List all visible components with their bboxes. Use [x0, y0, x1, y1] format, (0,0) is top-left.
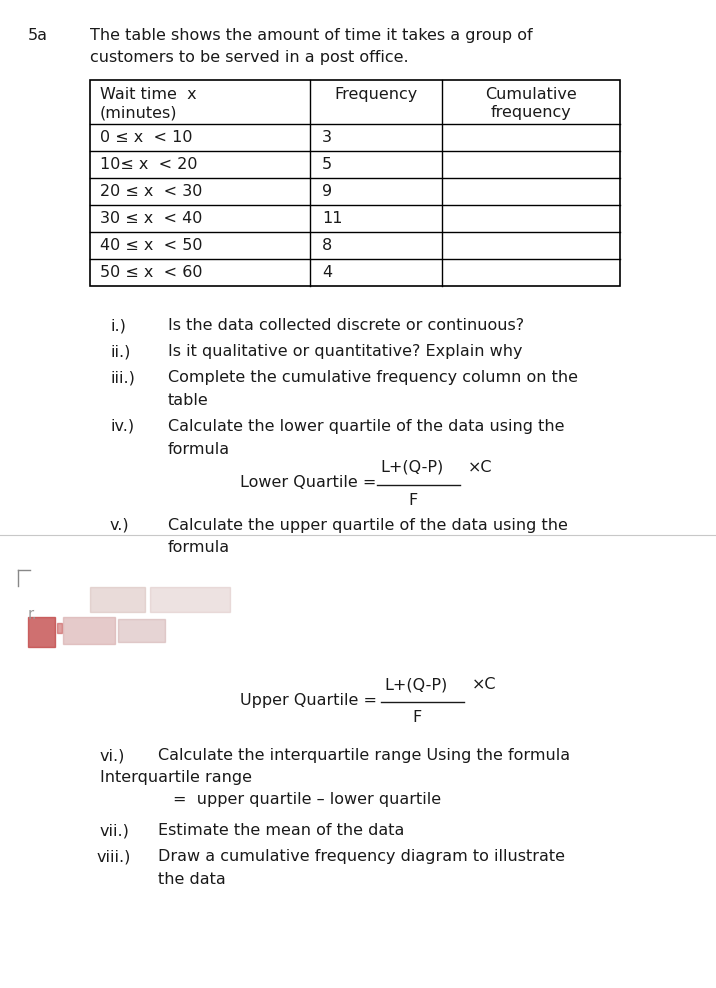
Text: F: F	[412, 710, 421, 725]
Text: The table shows the amount of time it takes a group of: The table shows the amount of time it ta…	[90, 28, 533, 43]
Text: =  upper quartile – lower quartile: = upper quartile – lower quartile	[173, 792, 441, 807]
Text: vi.): vi.)	[100, 748, 125, 763]
Text: ×C: ×C	[468, 459, 493, 474]
Text: L+(Q-P): L+(Q-P)	[380, 459, 443, 474]
Text: F: F	[408, 493, 417, 508]
Text: 4: 4	[322, 265, 332, 280]
Text: Draw a cumulative frequency diagram to illustrate: Draw a cumulative frequency diagram to i…	[158, 850, 565, 864]
Text: ×C: ×C	[472, 677, 496, 692]
Text: 3: 3	[322, 130, 332, 145]
Text: v.): v.)	[110, 518, 130, 533]
Text: Lower Quartile =: Lower Quartile =	[240, 475, 382, 490]
Text: Calculate the upper quartile of the data using the: Calculate the upper quartile of the data…	[168, 518, 568, 533]
Text: (minutes): (minutes)	[100, 105, 178, 120]
Text: 9: 9	[322, 184, 332, 199]
Bar	[28, 617, 55, 647]
Bar	[90, 587, 145, 612]
Text: 20 ≤ x  < 30: 20 ≤ x < 30	[100, 184, 203, 199]
Text: Calculate the interquartile range Using the formula: Calculate the interquartile range Using …	[158, 748, 570, 763]
Text: 11: 11	[322, 211, 342, 226]
Text: ii.): ii.)	[110, 344, 130, 359]
Text: Wait time  x: Wait time x	[100, 87, 197, 102]
Text: customers to be served in a post office.: customers to be served in a post office.	[90, 50, 409, 65]
Text: Upper Quartile =: Upper Quartile =	[240, 693, 382, 707]
Text: formula: formula	[168, 540, 230, 555]
Bar	[63, 617, 115, 644]
Bar	[57, 623, 62, 633]
Text: Interquartile range: Interquartile range	[100, 770, 252, 785]
Text: Frequency: Frequency	[334, 87, 418, 102]
Text: 5: 5	[322, 157, 332, 172]
Text: 50 ≤ x  < 60: 50 ≤ x < 60	[100, 265, 203, 280]
Bar	[150, 587, 230, 612]
Text: Is it qualitative or quantitative? Explain why: Is it qualitative or quantitative? Expla…	[168, 344, 523, 359]
Text: iv.): iv.)	[110, 419, 134, 434]
Text: L+(Q-P): L+(Q-P)	[384, 677, 448, 692]
Text: Cumulative: Cumulative	[485, 87, 577, 102]
Text: frequency: frequency	[491, 105, 571, 120]
Text: 30 ≤ x  < 40: 30 ≤ x < 40	[100, 211, 203, 226]
Text: vii.): vii.)	[100, 823, 130, 839]
Text: 10≤ x  < 20: 10≤ x < 20	[100, 157, 198, 172]
Text: i.): i.)	[110, 318, 126, 333]
Bar	[118, 619, 165, 642]
Text: 40 ≤ x  < 50: 40 ≤ x < 50	[100, 238, 203, 253]
Bar	[90, 80, 620, 286]
Text: r.: r.	[28, 607, 37, 622]
Text: Estimate the mean of the data: Estimate the mean of the data	[158, 823, 405, 839]
Text: Is the data collected discrete or continuous?: Is the data collected discrete or contin…	[168, 318, 524, 333]
Text: table: table	[168, 393, 209, 408]
Text: viii.): viii.)	[97, 850, 131, 864]
Text: Complete the cumulative frequency column on the: Complete the cumulative frequency column…	[168, 370, 578, 385]
Text: 5a: 5a	[28, 28, 48, 43]
Text: Calculate the lower quartile of the data using the: Calculate the lower quartile of the data…	[168, 419, 564, 434]
Text: 8: 8	[322, 238, 332, 253]
Text: iii.): iii.)	[110, 370, 135, 385]
Text: the data: the data	[158, 872, 226, 887]
Text: formula: formula	[168, 442, 230, 456]
Text: 0 ≤ x  < 10: 0 ≤ x < 10	[100, 130, 193, 145]
